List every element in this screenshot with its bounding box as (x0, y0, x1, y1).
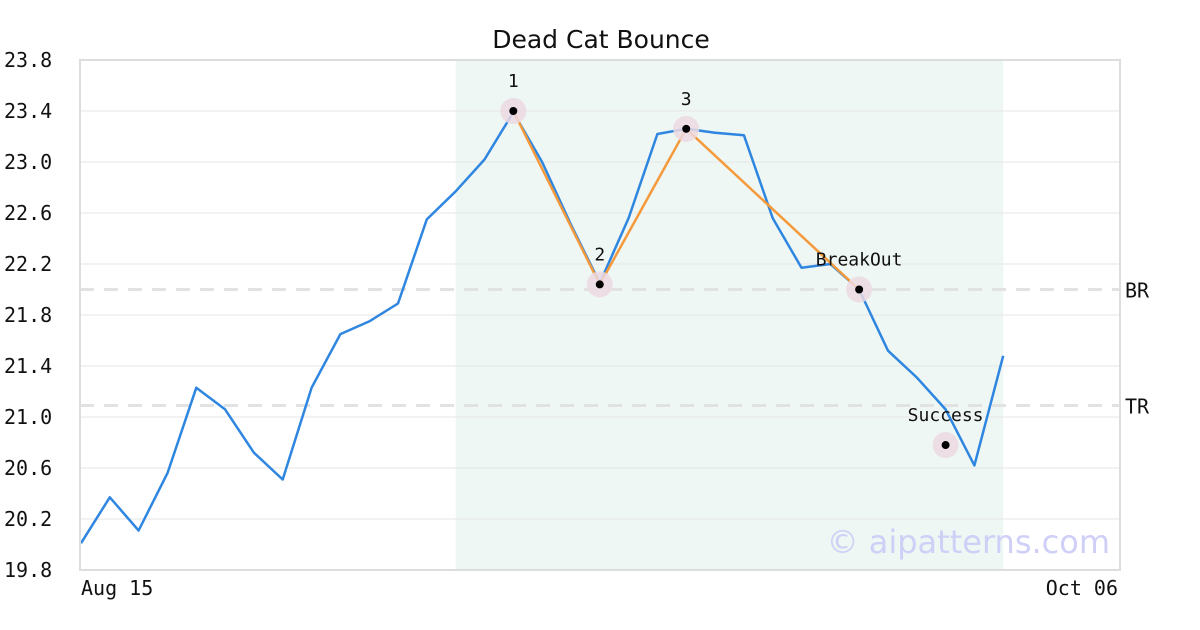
y-tick-label: 22.6 (4, 201, 52, 225)
level-label-br: BR (1125, 279, 1150, 303)
y-axis-ticks: 23.8 23.4 23.0 22.6 22.2 21.8 21.4 21.0 20.6 20.2… (4, 48, 52, 582)
pattern-markers: 1 2 3 BreakOut Success (500, 71, 984, 459)
pattern-connector-line (512, 110, 860, 291)
plot-frame (79, 59, 1121, 571)
watermark: © aipatterns.com (827, 523, 1110, 561)
marker-label-breakout: BreakOut (816, 250, 903, 271)
marker-dot-1 (509, 107, 518, 115)
marker-dot-success (941, 441, 950, 450)
marker-label-2: 2 (594, 244, 605, 265)
y-tick-label: 23.4 (4, 99, 52, 123)
marker-label-1: 1 (508, 71, 519, 92)
level-label-tr: TR (1125, 395, 1150, 419)
x-tick-label-end: Oct 06 (1046, 576, 1118, 600)
x-tick-label-start: Aug 15 (81, 576, 153, 600)
marker-dot-2 (595, 280, 604, 289)
y-tick-label: 22.2 (4, 252, 52, 276)
chart-title: Dead Cat Bounce (492, 25, 710, 54)
marker-label-success: Success (908, 405, 984, 426)
y-tick-label: 19.8 (4, 558, 52, 582)
marker-dot-breakout (855, 285, 864, 294)
marker-dot-3 (682, 124, 691, 133)
y-tick-label: 21.8 (4, 303, 52, 327)
y-tick-label: 23.0 (4, 150, 52, 174)
y-tick-label: 21.4 (4, 354, 52, 378)
y-tick-label: 20.6 (4, 456, 52, 480)
y-tick-label: 20.2 (4, 507, 52, 531)
y-tick-label: 21.0 (4, 405, 52, 429)
y-tick-label: 23.8 (4, 48, 52, 72)
level-lines: BR TR (80, 279, 1150, 419)
pattern-line (512, 110, 860, 291)
marker-label-3: 3 (681, 89, 692, 110)
